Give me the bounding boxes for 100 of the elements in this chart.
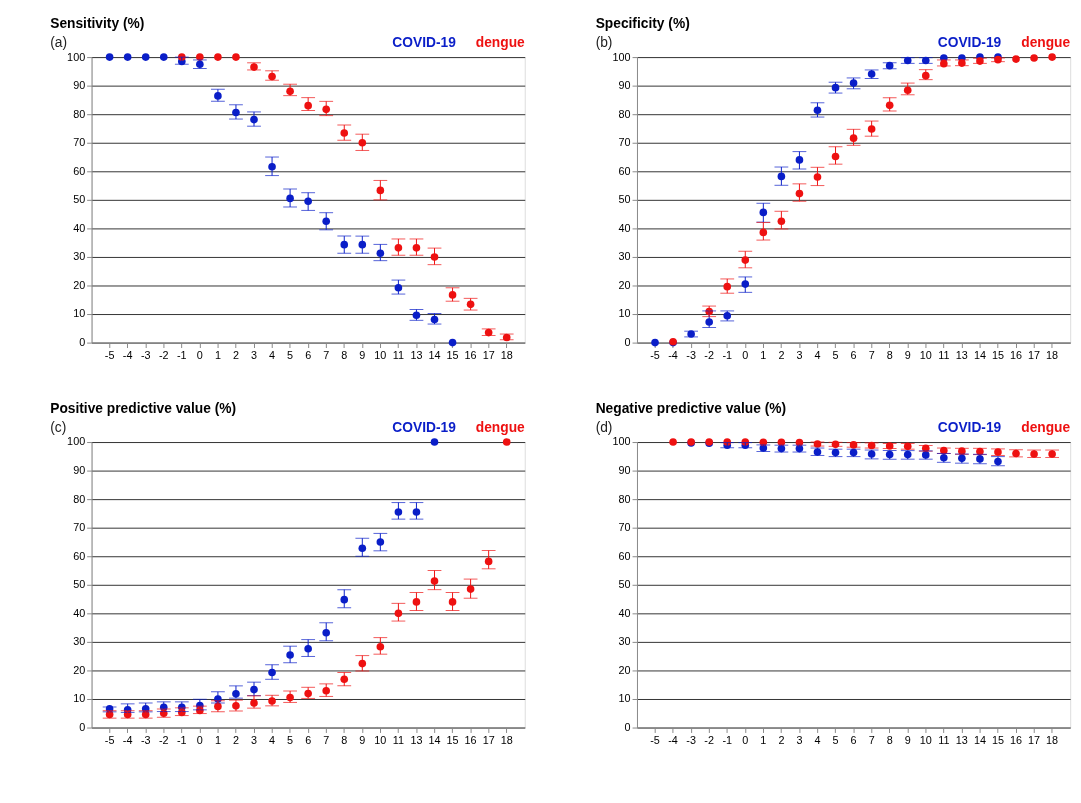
x-tick-label: 3 (796, 348, 803, 361)
y-tick-label: 60 (618, 164, 631, 177)
series-label: dengue (1021, 420, 1071, 436)
x-tick-label: 5 (832, 348, 839, 361)
x-tick-label: -1 (177, 733, 187, 746)
x-tick-label: -1 (177, 348, 187, 361)
y-tick-label: 90 (73, 464, 86, 477)
x-tick-label: 10 (919, 348, 932, 361)
y-tick-label: 50 (618, 578, 631, 591)
x-tick-label: 1 (214, 733, 221, 746)
y-tick-label: 100 (67, 50, 86, 63)
y-tick-label: 90 (73, 79, 86, 92)
y-tick-label: 40 (618, 221, 631, 234)
y-tick-label: 20 (73, 663, 86, 676)
text: COVID-19 (392, 35, 457, 51)
y-tick-label: 20 (618, 278, 631, 291)
x-tick-label: 14 (973, 733, 986, 746)
x-tick-label: 13 (955, 348, 968, 361)
x-tick-label: 11 (392, 733, 405, 746)
y-tick-label: 60 (73, 549, 86, 562)
y-tick-label: 0 (624, 721, 631, 733)
x-tick-label: -2 (704, 733, 714, 746)
y-tick-label: 100 (612, 50, 631, 63)
x-tick-label: -3 (140, 348, 151, 361)
x-tick-label: 11 (938, 348, 950, 361)
x-tick-label: 16 (1010, 733, 1023, 746)
x-tick-label: 6 (850, 348, 857, 361)
y-tick-label: 80 (73, 107, 86, 120)
y-tick-label: 10 (73, 692, 86, 705)
x-tick-label: 6 (850, 733, 857, 746)
x-tick-label: 5 (287, 733, 294, 746)
x-tick-label: 2 (232, 733, 239, 746)
x-tick-label: 9 (359, 348, 366, 361)
x-tick-label: 0 (742, 348, 749, 361)
y-tick-label: 30 (73, 250, 86, 263)
series-label: dengue (1021, 35, 1071, 51)
x-tick-label: -5 (650, 733, 660, 746)
x-tick-label: 15 (446, 348, 459, 361)
x-tick-label: -3 (686, 733, 696, 746)
text: (d) (595, 420, 613, 436)
y-tick-label: 80 (618, 492, 631, 505)
x-tick-label: 17 (1028, 733, 1041, 746)
x-tick-label: 1 (760, 348, 767, 361)
series-label: COVID-19 (392, 420, 457, 436)
x-tick-label: 17 (1028, 348, 1041, 361)
text: dengue (475, 35, 526, 51)
y-tick-label: 90 (618, 464, 631, 477)
x-tick-label: 10 (374, 733, 387, 746)
y-tick-label: 40 (73, 221, 86, 234)
x-tick-label: 8 (886, 733, 893, 746)
x-tick-label: -1 (722, 348, 733, 361)
x-tick-label: 11 (938, 733, 950, 746)
y-tick-label: 0 (79, 721, 86, 733)
x-tick-label: 18 (500, 348, 513, 361)
y-tick-label: 100 (67, 435, 86, 448)
y-tick-label: 0 (624, 336, 631, 349)
x-tick-label: 5 (832, 733, 839, 746)
y-tick-label: 20 (618, 663, 631, 676)
x-tick-label: 14 (428, 348, 441, 361)
x-tick-label: 8 (341, 348, 348, 361)
x-tick-label: -3 (140, 733, 151, 746)
y-tick-label: 60 (618, 549, 631, 562)
x-tick-label: 10 (919, 733, 932, 746)
x-tick-label: 7 (323, 733, 330, 746)
x-tick-label: 15 (991, 348, 1004, 361)
text: (c) (50, 420, 67, 436)
x-tick-label: 8 (886, 348, 893, 361)
chart-title: Positive predictive value (%) (50, 400, 237, 416)
y-tick-label: 100 (612, 435, 631, 448)
x-tick-label: 0 (196, 348, 203, 361)
x-tick-label: 3 (251, 348, 258, 361)
x-tick-label: -4 (122, 733, 133, 746)
x-tick-label: 17 (482, 733, 495, 746)
y-tick-label: 50 (73, 193, 86, 206)
y-tick-label: 30 (618, 635, 631, 648)
x-tick-label: 9 (904, 733, 911, 746)
x-tick-label: 11 (392, 348, 405, 361)
x-tick-label: 1 (214, 348, 221, 361)
x-tick-label: 18 (1046, 348, 1059, 361)
x-tick-label: 0 (742, 733, 749, 746)
x-tick-label: 8 (341, 733, 348, 746)
y-tick-label: 10 (618, 692, 631, 705)
chart-title: Sensitivity (%) (50, 15, 145, 31)
x-tick-label: 3 (796, 733, 803, 746)
y-tick-label: 50 (618, 193, 631, 206)
x-tick-label: 9 (359, 733, 366, 746)
y-tick-label: 50 (73, 578, 86, 591)
x-tick-label: -5 (650, 348, 660, 361)
x-tick-label: -5 (104, 348, 115, 361)
y-tick-label: 70 (73, 136, 86, 149)
x-tick-label: 16 (1010, 348, 1023, 361)
y-tick-label: 20 (73, 278, 86, 291)
x-tick-label: 1 (760, 733, 767, 746)
x-tick-label: 3 (251, 733, 258, 746)
x-tick-label: 14 (428, 733, 441, 746)
x-tick-label: 16 (464, 348, 477, 361)
x-tick-label: 7 (868, 348, 875, 361)
x-tick-label: -4 (668, 348, 678, 361)
x-tick-label: 13 (955, 733, 968, 746)
y-tick-label: 70 (618, 521, 631, 534)
